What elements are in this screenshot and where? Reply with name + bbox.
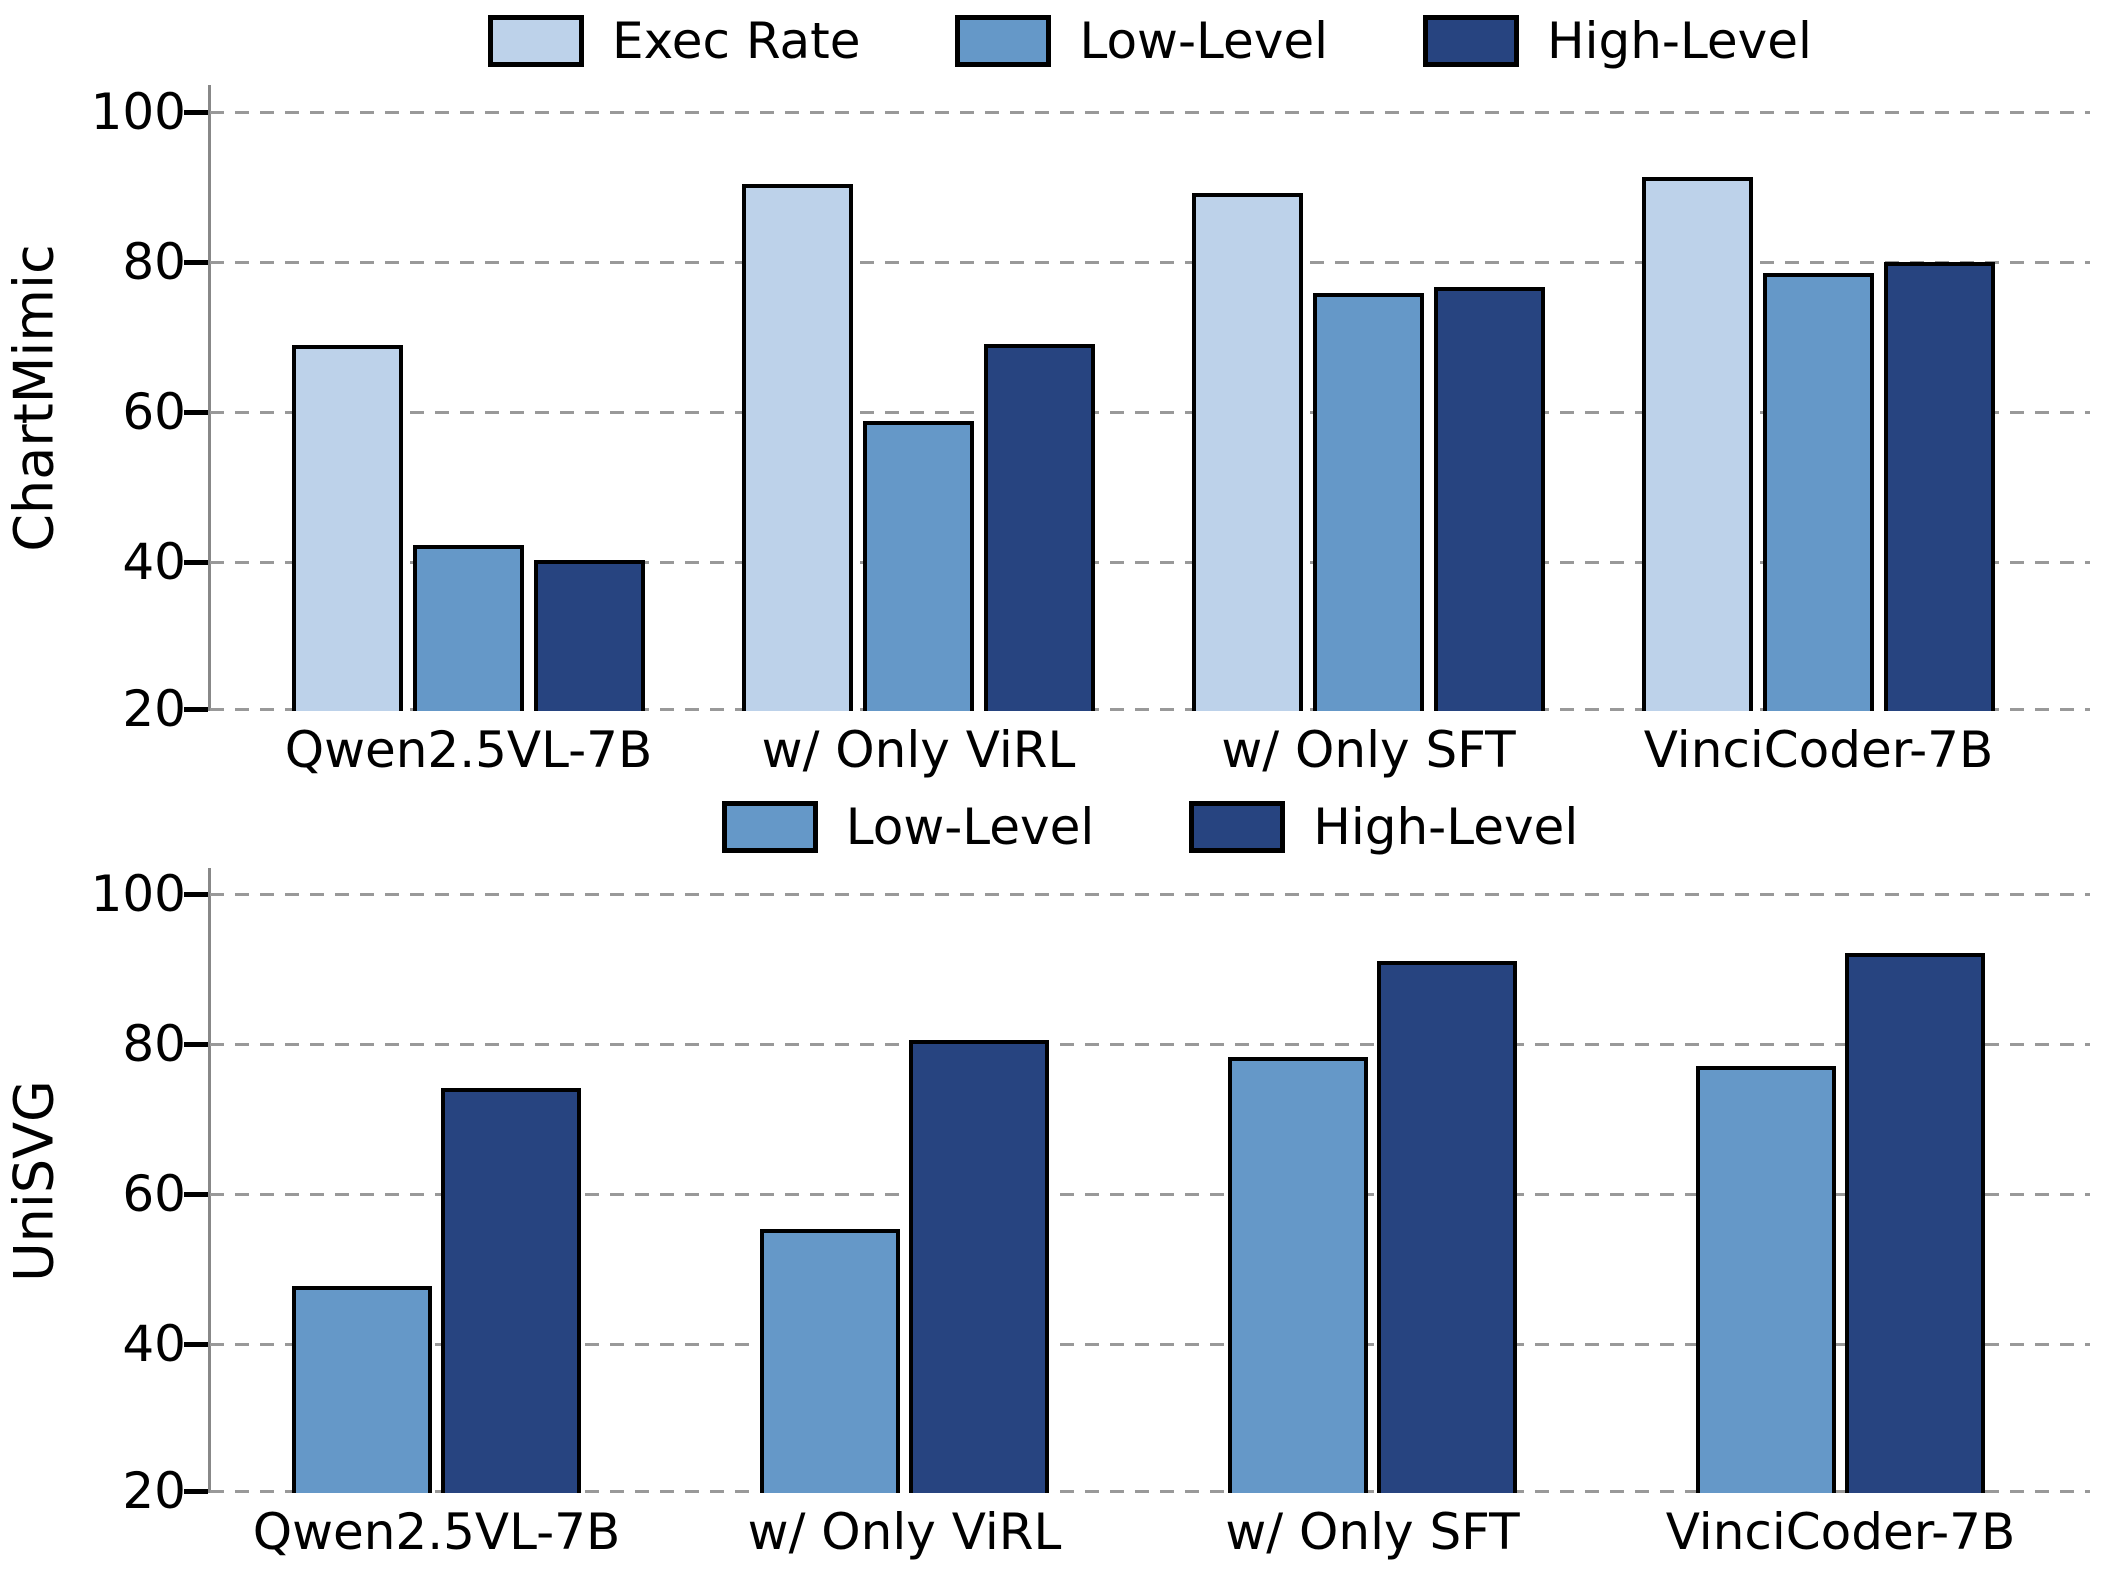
gridline-y-40	[210, 561, 2090, 565]
legend-swatch-icon	[488, 15, 585, 67]
x-tick-label-qwen2-5vl-7b: Qwen2.5VL-7B	[284, 721, 653, 779]
bar-unisvg-vincicoder-7b-low-level	[1696, 1065, 1836, 1493]
bar-chartmimic-vincicoder-7b-exec-rate	[1642, 177, 1753, 711]
legend-label: Low-Level	[1079, 12, 1328, 70]
y-tick-label-100: 100	[90, 83, 186, 142]
y-tick-mark-20	[184, 1489, 208, 1494]
legend-swatch-icon	[721, 801, 818, 853]
bar-unisvg-w-only-sft-high-level	[1377, 960, 1517, 1493]
y-tick-mark-100	[184, 892, 208, 898]
bar-chartmimic-qwen2-5vl-7b-high-level	[534, 559, 645, 711]
gridline-y-60	[210, 1193, 2090, 1197]
y-tick-label-20: 20	[122, 680, 186, 738]
bar-unisvg-w-only-sft-low-level	[1228, 1056, 1368, 1493]
legend-swatch-icon	[1422, 15, 1519, 67]
x-tick-label-qwen2-5vl-7b: Qwen2.5VL-7B	[252, 1503, 621, 1561]
y-tick-label-80: 80	[122, 233, 186, 292]
legend-label: High-Level	[1546, 12, 1812, 70]
x-tick-label-w-only-virl: w/ Only ViRL	[761, 721, 1076, 779]
bar-chartmimic-vincicoder-7b-high-level	[1884, 261, 1995, 711]
gridline-y-40	[210, 1343, 2090, 1347]
x-tick-label-w-only-sft: w/ Only SFT	[1225, 1503, 1520, 1561]
gridline-y-20	[210, 1490, 2090, 1493]
legend-item-high-level: High-Level	[1422, 12, 1812, 70]
bar-chartmimic-w-only-sft-exec-rate	[1192, 192, 1303, 711]
y-tick-mark-40	[184, 1342, 208, 1348]
unisvg-plot-area	[208, 868, 2090, 1493]
chartmimic-legend: Exec Rate Low-Level High-Level	[210, 6, 2090, 76]
bar-chartmimic-w-only-sft-high-level	[1434, 287, 1545, 711]
bar-chartmimic-w-only-virl-exec-rate	[742, 183, 853, 711]
y-tick-mark-80	[184, 1042, 208, 1048]
legend-swatch-icon	[955, 15, 1052, 67]
y-tick-label-80: 80	[122, 1015, 186, 1074]
bar-chartmimic-w-only-sft-low-level	[1313, 292, 1424, 711]
legend-label: Exec Rate	[612, 12, 861, 70]
gridline-y-80	[210, 261, 2090, 265]
x-tick-label-w-only-sft: w/ Only SFT	[1221, 721, 1516, 779]
legend-label: Low-Level	[845, 798, 1095, 856]
legend-item-low-level: Low-Level	[721, 798, 1095, 856]
gridline-y-100	[210, 111, 2090, 115]
legend-item-low-level: Low-Level	[955, 15, 1328, 67]
bar-unisvg-qwen2-5vl-7b-high-level	[441, 1088, 581, 1493]
y-tick-label-40: 40	[122, 1315, 186, 1374]
gridline-y-100	[210, 893, 2090, 897]
legend-label: High-Level	[1313, 798, 1579, 856]
y-tick-label-60: 60	[122, 383, 186, 442]
y-tick-label-100: 100	[90, 865, 186, 924]
x-tick-label-vincicoder-7b: VinciCoder-7B	[1665, 1503, 2016, 1561]
y-tick-mark-100	[184, 110, 208, 116]
y-tick-mark-80	[184, 260, 208, 266]
y-tick-mark-60	[184, 1192, 208, 1198]
legend-item-exec-rate: Exec Rate	[488, 15, 860, 67]
y-tick-mark-40	[184, 560, 208, 566]
unisvg-legend: Low-Level High-Level	[210, 792, 2090, 862]
bar-unisvg-w-only-virl-high-level	[909, 1040, 1049, 1493]
bar-unisvg-w-only-virl-low-level	[760, 1229, 900, 1493]
bar-chartmimic-qwen2-5vl-7b-exec-rate	[292, 345, 403, 711]
chartmimic-plot-area	[208, 85, 2090, 711]
y-tick-mark-60	[184, 410, 208, 416]
gridline-y-20	[210, 708, 2090, 711]
legend-swatch-icon	[1189, 801, 1286, 853]
gridline-y-60	[210, 411, 2090, 415]
y-tick-mark-20	[184, 707, 208, 712]
y-tick-label-20: 20	[122, 1462, 186, 1520]
y-tick-label-60: 60	[122, 1165, 186, 1224]
bar-chartmimic-qwen2-5vl-7b-low-level	[413, 544, 524, 711]
y-tick-label-40: 40	[122, 533, 186, 592]
bar-unisvg-qwen2-5vl-7b-low-level	[292, 1286, 432, 1493]
chartmimic-y-axis-spine	[208, 85, 211, 711]
bar-chartmimic-w-only-virl-low-level	[863, 420, 974, 711]
x-tick-label-vincicoder-7b: VinciCoder-7B	[1643, 721, 1994, 779]
legend-item-high-level: High-Level	[1189, 801, 1578, 853]
x-tick-label-w-only-virl: w/ Only ViRL	[747, 1503, 1062, 1561]
unisvg-y-axis-spine	[208, 868, 211, 1493]
gridline-y-80	[210, 1043, 2090, 1047]
bar-chartmimic-vincicoder-7b-low-level	[1763, 273, 1874, 711]
bar-unisvg-vincicoder-7b-high-level	[1845, 952, 1985, 1493]
bar-chartmimic-w-only-virl-high-level	[984, 343, 1095, 711]
